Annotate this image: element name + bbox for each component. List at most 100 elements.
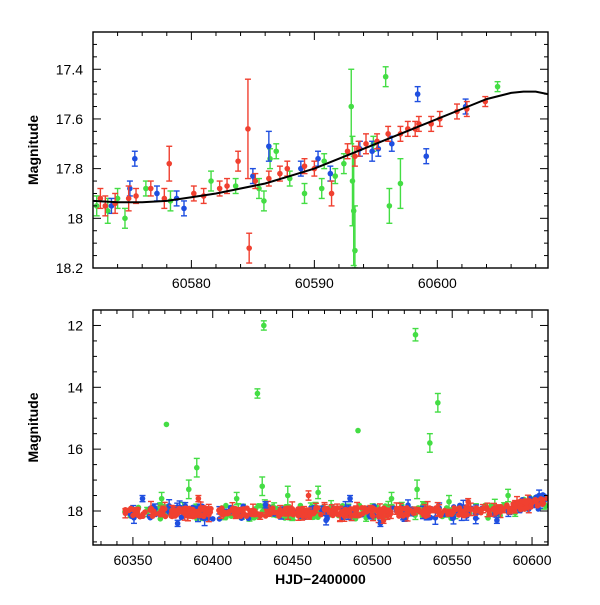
data-point-green (350, 208, 357, 214)
data-point-red (534, 503, 541, 509)
bottom-x-tick-label: 60550 (433, 552, 472, 568)
top-y-tick-label: 17.6 (56, 111, 83, 127)
data-point-blue (414, 91, 421, 97)
data-point-red (344, 148, 351, 155)
outlier-point-green (254, 390, 261, 397)
data-point-red (240, 506, 247, 512)
data-point-red (544, 494, 548, 501)
top-x-tick-label: 60590 (295, 275, 334, 291)
data-point-red (352, 153, 358, 160)
data-point-red (333, 510, 340, 517)
data-point-red (504, 503, 510, 510)
data-point-green (349, 178, 356, 184)
data-point-red (266, 175, 272, 182)
data-point-blue (423, 153, 430, 160)
data-point-red (149, 513, 156, 519)
data-point-red (523, 505, 530, 511)
data-point-red (416, 506, 422, 513)
data-point-red (147, 185, 154, 192)
data-point-red (122, 506, 129, 513)
outlier-point-green (414, 486, 420, 493)
data-point-blue (389, 140, 395, 147)
outlier-point-red (305, 492, 312, 499)
top-x-tick-label: 60580 (172, 275, 211, 291)
data-point-red (125, 195, 132, 202)
data-point-red (237, 513, 244, 520)
data-point-blue (181, 205, 187, 212)
data-point-green (494, 83, 501, 90)
data-point-green (257, 503, 264, 509)
top-panel: 60580 60590 60600 17.4 17.6 17.8 18 18.2 Magnit… (25, 31, 549, 291)
outlier-point-blue (262, 502, 269, 508)
data-point-red (151, 508, 157, 515)
outlier-point-green (163, 421, 170, 428)
data-point-red (184, 512, 190, 519)
bottom-x-tick-label: 60350 (113, 552, 152, 568)
data-point-red (354, 505, 360, 512)
data-point-red (458, 510, 464, 517)
data-point-red (299, 512, 305, 518)
data-point-red (222, 509, 228, 516)
data-point-red (282, 505, 289, 512)
bottom-x-axis-label: HJD−2400000 (275, 571, 366, 587)
data-point-red (248, 508, 254, 514)
data-point-red (359, 504, 365, 511)
model-curve (93, 90, 548, 204)
data-point-blue (472, 515, 479, 522)
outlier-point-blue (347, 495, 353, 502)
data-point-green (256, 185, 262, 192)
data-point-red (369, 505, 376, 512)
data-point-red (525, 498, 531, 504)
outlier-point-green (427, 440, 433, 446)
data-point-red (231, 505, 238, 512)
data-point-red (269, 505, 276, 511)
outlier-point-green (193, 464, 200, 471)
data-point-red (159, 506, 165, 513)
data-point-green (397, 180, 404, 187)
data-point-red (356, 512, 362, 519)
data-point-green (382, 73, 389, 80)
bottom-x-tick-label: 60500 (353, 552, 392, 568)
data-point-red (510, 501, 516, 507)
outlier-point-red (465, 498, 471, 505)
data-point-blue (369, 148, 375, 155)
outlier-point-green (185, 486, 192, 493)
data-point-green (332, 173, 339, 179)
data-point-red (370, 513, 376, 520)
outlier-point-green (233, 495, 240, 502)
top-y-tick-label: 18.2 (56, 260, 83, 276)
data-point-red (271, 509, 278, 516)
data-point-green (321, 158, 327, 164)
data-point-green (143, 185, 149, 192)
outlier-point-red (195, 495, 202, 502)
top-y-axis-label: Magnitude (25, 115, 41, 185)
data-point-green (232, 183, 239, 189)
data-point-red (314, 505, 321, 511)
data-point-green (273, 148, 280, 155)
outlier-point-green (412, 331, 419, 338)
data-point-red (252, 178, 259, 184)
top-y-tick-label: 17.4 (56, 61, 83, 77)
data-point-red (433, 508, 440, 514)
top-y-tick-label: 18 (67, 210, 83, 226)
data-point-green (348, 103, 355, 110)
data-point-red (191, 190, 197, 197)
data-point-red (540, 500, 547, 507)
data-point-red (467, 506, 474, 513)
bottom-y-tick-label: 12 (67, 317, 83, 333)
data-point-blue (250, 173, 256, 179)
bottom-panel-frame (92, 309, 549, 546)
data-point-red (282, 511, 289, 517)
data-point-red (197, 512, 203, 519)
bottom-x-tick-label: 60450 (273, 552, 312, 568)
data-point-blue (327, 170, 334, 177)
data-point-red (332, 505, 338, 512)
outlier-point-red (380, 517, 387, 524)
data-point-green (318, 185, 325, 192)
data-point-red (244, 512, 250, 519)
bottom-y-tick-label: 18 (67, 503, 83, 519)
top-y-tick-label: 17.8 (56, 161, 83, 177)
data-point-red (380, 509, 387, 516)
data-point-red (404, 509, 411, 516)
